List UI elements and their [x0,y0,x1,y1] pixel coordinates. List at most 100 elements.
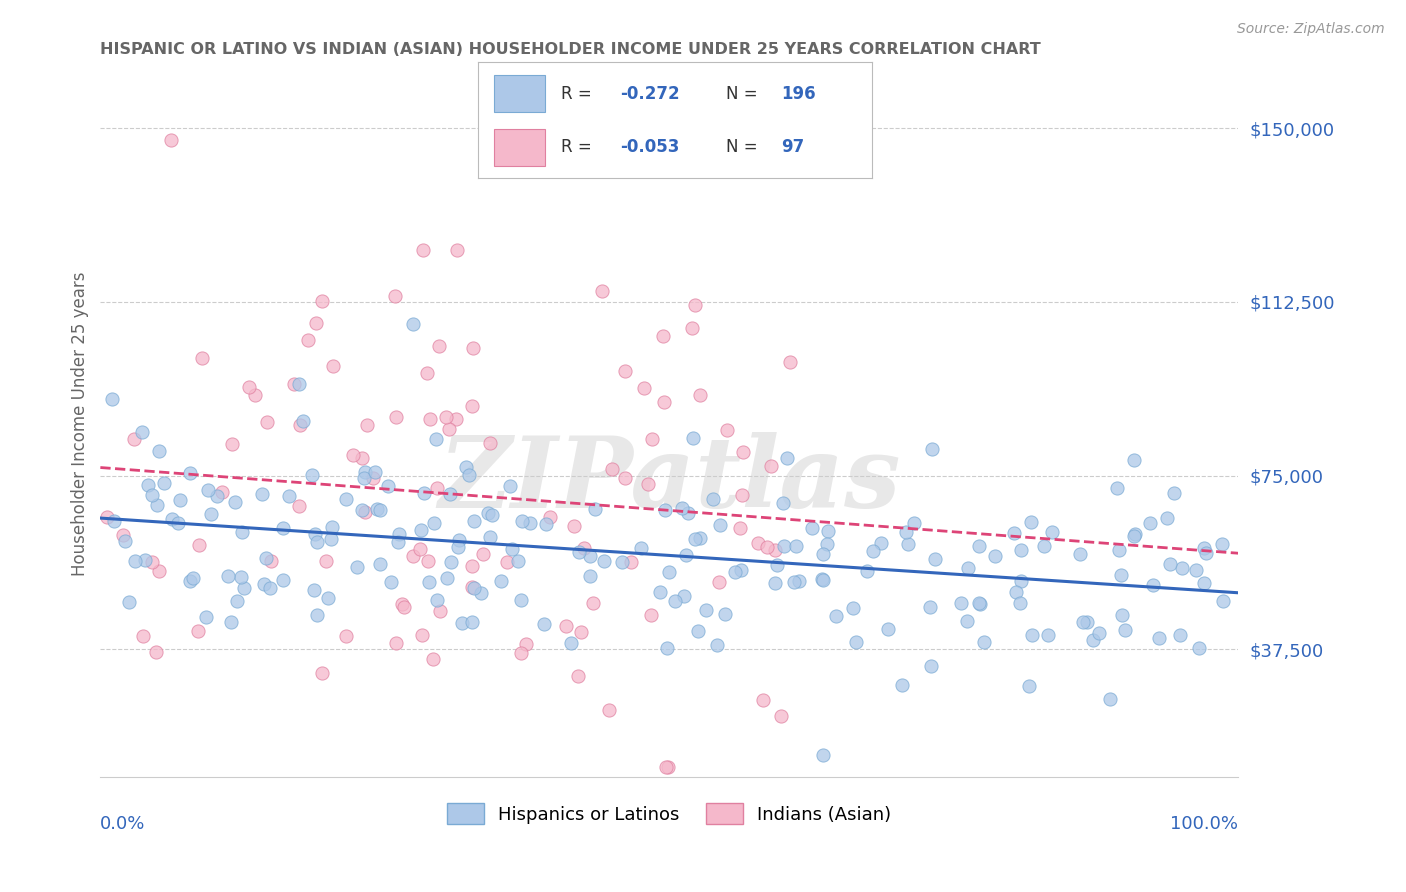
Text: 100.0%: 100.0% [1170,815,1239,833]
Point [461,580,484,594]
Point [1114,624,1136,638]
Point [271,520,294,534]
Point [439,486,461,500]
Point [114,533,136,548]
Point [1211,537,1233,551]
Point [825,608,848,623]
Point [259,582,281,596]
Point [124,432,146,446]
Point [815,537,838,551]
Text: N =: N = [725,138,758,156]
Point [969,597,991,611]
Point [765,558,787,572]
Point [364,465,387,479]
Point [568,544,591,558]
Bar [494,75,546,112]
Point [501,541,523,556]
Point [426,593,449,607]
Point [957,561,980,575]
Point [752,693,775,707]
Point [921,442,943,456]
Point [924,551,946,566]
Point [436,571,458,585]
Point [188,538,211,552]
Point [675,549,697,563]
Point [224,495,246,509]
Point [429,604,451,618]
Text: 196: 196 [782,85,815,103]
Point [845,634,868,648]
Point [411,523,433,537]
Text: 97: 97 [782,138,804,156]
Point [283,376,305,391]
Point [451,615,474,630]
Point [1071,615,1094,629]
Point [579,568,602,582]
Point [800,521,823,535]
Point [506,554,529,568]
Point [169,492,191,507]
Point [641,433,664,447]
Point [181,571,204,585]
Point [1018,679,1040,693]
Point [461,615,484,629]
Point [1159,557,1181,571]
Point [1195,545,1218,559]
Text: Source: ZipAtlas.com: Source: ZipAtlas.com [1237,22,1385,37]
Point [205,490,228,504]
Point [538,510,561,524]
Point [1010,542,1032,557]
Point [681,321,703,335]
Point [167,516,190,531]
Point [555,619,578,633]
Point [967,596,990,610]
Point [354,465,377,479]
Point [1088,626,1111,640]
Point [385,410,408,425]
Text: ZIPatlas: ZIPatlas [439,432,900,528]
Point [811,547,834,561]
Text: -0.053: -0.053 [620,138,679,156]
Point [562,519,585,533]
Point [292,414,315,428]
Point [731,445,754,459]
Point [301,468,323,483]
Point [1123,529,1146,543]
Point [1005,585,1028,599]
Point [973,635,995,649]
Point [259,554,281,568]
Point [509,646,531,660]
Point [612,555,634,569]
Point [444,411,467,425]
Point [560,636,582,650]
Point [460,399,482,413]
Point [1188,641,1211,656]
Point [862,544,884,558]
Point [277,490,299,504]
Point [896,524,918,539]
Point [352,451,374,466]
Point [145,645,167,659]
Point [112,528,135,542]
Point [950,596,973,610]
Point [756,541,779,555]
Point [633,381,655,395]
Point [419,411,441,425]
Point [101,392,124,406]
Point [683,297,706,311]
Point [1139,516,1161,530]
Point [676,506,699,520]
Text: R =: R = [561,85,592,103]
Point [311,293,333,308]
Point [447,540,470,554]
Point [238,380,260,394]
Point [148,443,170,458]
Point [131,425,153,439]
Point [1033,539,1056,553]
Point [1168,628,1191,642]
Point [315,554,337,568]
Point [877,622,900,636]
Point [664,593,686,607]
Point [600,462,623,476]
Point [716,423,738,437]
